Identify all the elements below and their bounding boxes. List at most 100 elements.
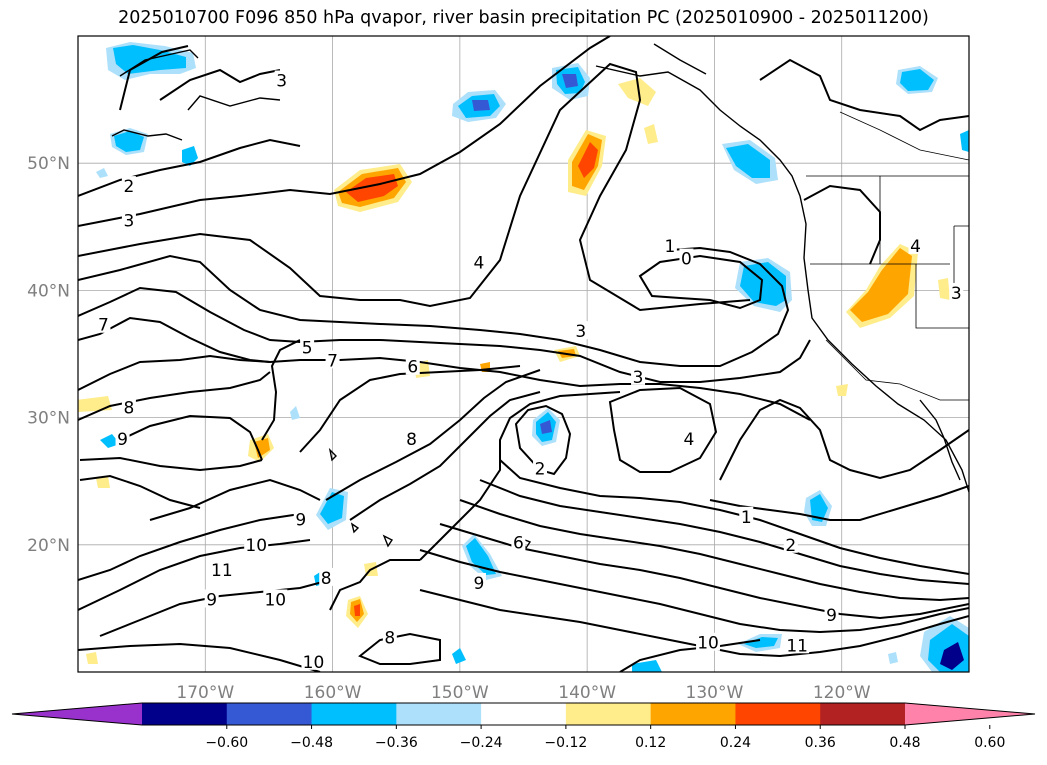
qvapor-contours	[78, 36, 969, 672]
map-frame	[77, 35, 970, 673]
contour-label: 8	[124, 398, 135, 418]
contour-label-bg	[300, 337, 315, 356]
colorbar-swatch	[226, 703, 313, 725]
contour-label-bg	[301, 651, 326, 670]
contour-label: 0	[681, 250, 692, 270]
contour-label: 1	[664, 237, 675, 257]
contour-label-bg	[263, 589, 288, 608]
coastlines	[111, 43, 969, 550]
colorbar-swatch	[481, 703, 567, 725]
colorbar-tick-label: −0.36	[375, 735, 418, 751]
contour-label: 4	[684, 430, 695, 450]
contour-label: 6	[407, 358, 418, 378]
positive-patch	[846, 244, 950, 328]
contour-label: 4	[474, 253, 485, 273]
contour-label-bg	[681, 429, 696, 448]
negative-patch	[735, 258, 792, 312]
colorbar-tick-label: −0.60	[205, 735, 248, 751]
negative-patch	[722, 140, 778, 184]
contour-label-bg	[783, 534, 798, 553]
longitude-label: 150°W	[431, 683, 489, 703]
colorbar-outline	[11, 702, 1036, 726]
contour-label-bg	[325, 350, 340, 369]
contour-label-bg	[121, 210, 136, 229]
contour-label-bg	[96, 314, 111, 333]
contour-label-bg	[121, 397, 136, 416]
latitude-label: 20°N	[27, 536, 70, 556]
latitude-label: 30°N	[27, 409, 70, 429]
contour-label-bg	[319, 567, 334, 586]
contour-label: 11	[211, 561, 233, 581]
contour-label: 3	[951, 284, 962, 304]
negative-patch	[532, 408, 560, 446]
positive-patch	[568, 130, 606, 196]
contour-label-bg	[696, 632, 721, 651]
colorbar-swatch	[735, 703, 821, 725]
contour-label: 10	[264, 590, 286, 610]
longitude-labels: 170°W 160°W 150°W 140°W 130°W 120°W	[176, 683, 870, 703]
contour-label: 8	[406, 430, 417, 450]
colorbar-swatch	[142, 703, 228, 725]
contour-label: 8	[384, 629, 395, 649]
colorbar-tick-label: −0.12	[544, 735, 587, 751]
contour-label-bg	[405, 356, 420, 375]
contour-label: 4	[910, 237, 921, 257]
contour-label-bg	[382, 627, 397, 646]
colorbar-tick-label: 0.24	[720, 735, 751, 751]
contour-label-bg	[511, 532, 526, 551]
contour-label: 2	[535, 459, 546, 479]
contour-label-bg	[949, 282, 964, 301]
contour-label-bg	[115, 429, 130, 448]
contour-label-bg	[274, 70, 289, 89]
latitude-label: 40°N	[27, 281, 70, 301]
contour-label-bg	[471, 572, 486, 591]
contour-label: 10	[303, 653, 325, 673]
contour-label-bg	[785, 635, 810, 654]
contour-label-bg	[293, 509, 308, 528]
negative-patch	[462, 534, 502, 580]
contour-label-bg	[679, 248, 694, 267]
contour-label-bg	[121, 176, 136, 195]
contour-label: 9	[206, 590, 217, 610]
contour-label: 7	[327, 351, 338, 371]
colorbar	[11, 702, 1036, 726]
colorbar-tick-label: 0.36	[805, 735, 836, 751]
colorbar-swatch	[396, 703, 482, 725]
contour-label: 9	[295, 510, 306, 530]
longitude-label: 140°W	[558, 683, 616, 703]
colorbar-tick-label: −0.48	[290, 735, 333, 751]
contour-label-bg	[244, 534, 269, 553]
colorbar-tick-label: 0.48	[889, 735, 920, 751]
contour-label: 8	[321, 569, 332, 589]
contour-label: 11	[786, 636, 808, 656]
contour-label: 3	[124, 211, 135, 231]
contour-label: 10	[245, 536, 267, 556]
contour-label: 2	[124, 177, 135, 197]
contour-label-bg	[404, 429, 419, 448]
latitude-labels: 50°N 40°N 30°N 20°N	[27, 154, 70, 556]
negative-patch	[896, 66, 969, 152]
negative-patch	[100, 406, 969, 672]
negative-patch	[316, 488, 348, 530]
longitude-label: 170°W	[176, 683, 234, 703]
contour-label: 6	[513, 533, 524, 553]
contour-label-bg	[533, 458, 548, 477]
contour-label: 7	[98, 316, 109, 336]
positive-patch	[334, 164, 412, 212]
contour-label: 9	[474, 574, 485, 594]
contour-label: 3	[575, 322, 586, 342]
contour-label: 9	[117, 430, 128, 450]
contour-label: 10	[697, 634, 719, 654]
colorbar-swatch	[650, 703, 736, 725]
negative-patch	[96, 128, 198, 178]
colorbar-tick-label: 0.12	[635, 735, 666, 751]
colorbar-swatch	[311, 703, 397, 725]
contour-label-bg	[908, 235, 923, 254]
colorbar-tick-labels: −0.60 −0.48 −0.36 −0.24 −0.12 0.12 0.24 0.36 0.4…	[205, 725, 1005, 751]
longitude-label: 120°W	[813, 683, 871, 703]
longitude-label: 160°W	[304, 683, 362, 703]
colorbar-tick-label: −0.24	[460, 735, 503, 751]
colorbar-tick-label: 0.60	[974, 735, 1005, 751]
